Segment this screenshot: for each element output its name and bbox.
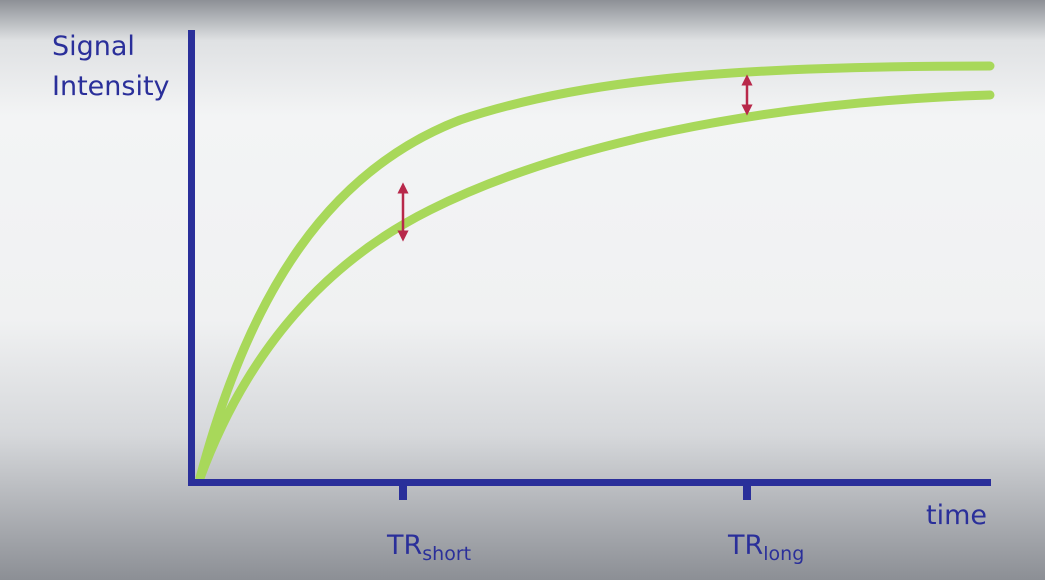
tick-tr-short xyxy=(399,486,407,500)
marker-label-tr-long: TRlong xyxy=(727,530,804,565)
y-axis-label-line2: Intensity xyxy=(52,71,170,102)
x-axis xyxy=(188,479,991,486)
curve-short-t1 xyxy=(195,61,995,483)
curve-long-t1 xyxy=(195,90,995,483)
marker-label-tr-short: TRshort xyxy=(386,530,471,565)
y-axis xyxy=(188,30,195,486)
tick-tr-long xyxy=(743,486,751,500)
x-axis-label: time xyxy=(926,500,987,531)
y-axis-label-line1: Signal xyxy=(52,31,135,62)
